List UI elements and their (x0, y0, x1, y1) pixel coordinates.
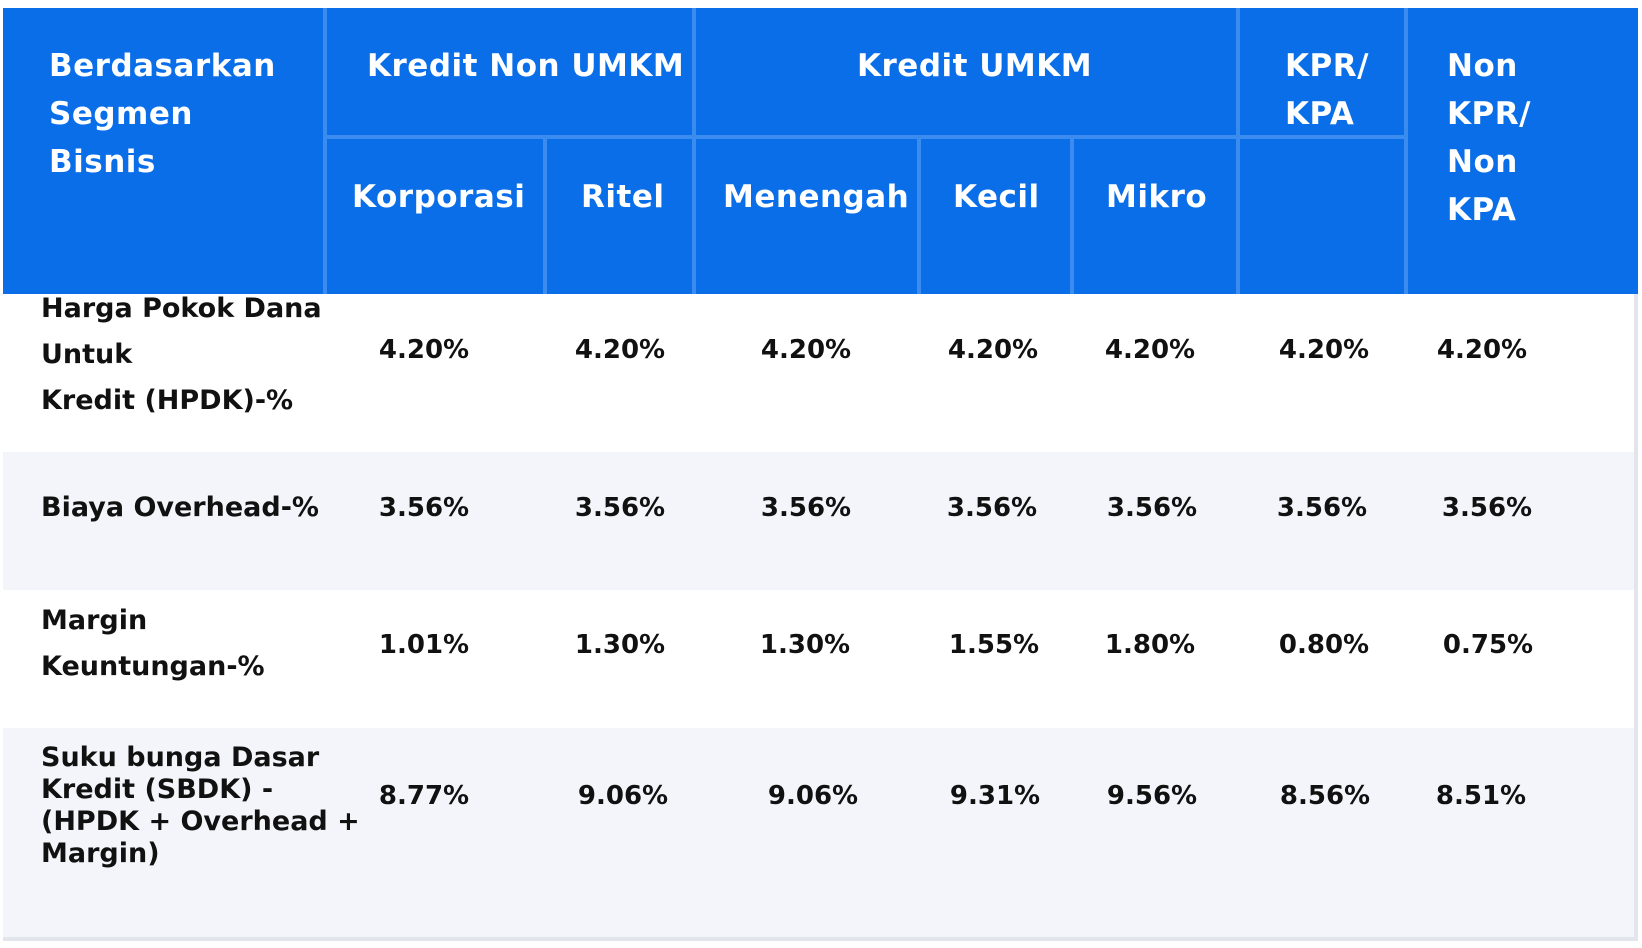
value-mikro: 4.20% (1104, 335, 1196, 365)
header-kecil: Kecil (953, 179, 1040, 215)
header-kpr-line-1: KPR/ (1285, 48, 1369, 84)
header-non-kpr-non-kpa: Non KPR/ Non KPA (1447, 42, 1531, 234)
header-korporasi: Korporasi (352, 179, 526, 215)
value-korporasi: 8.77% (378, 781, 470, 811)
row-label-line: Kredit (HPDK)-% (41, 385, 294, 416)
header-segment-line-2: Segmen (49, 96, 193, 132)
header-kredit-non-umkm: Kredit Non UMKM (367, 48, 685, 84)
header-divider (1070, 139, 1074, 294)
value-ritel: 1.30% (574, 630, 666, 660)
header-ritel: Ritel (581, 179, 665, 215)
value-non-kpr: 4.20% (1436, 335, 1528, 365)
header-divider (692, 8, 696, 294)
value-mikro: 9.56% (1106, 781, 1198, 811)
header-non-kpr-line-3: Non (1447, 144, 1518, 180)
value-kpr: 4.20% (1278, 335, 1370, 365)
value-kpr: 0.80% (1278, 630, 1370, 660)
row-label-line: Margin (41, 605, 148, 636)
header-divider (543, 139, 547, 294)
header-non-kpr-line-4: KPA (1447, 192, 1517, 228)
header-segment: Berdasarkan Segmen Bisnis (49, 42, 276, 186)
row-label-line: (HPDK + Overhead + (41, 806, 360, 837)
value-kecil: 9.31% (949, 781, 1041, 811)
header-kredit-umkm: Kredit UMKM (857, 48, 1093, 84)
table-border (1634, 294, 1638, 941)
header-divider (323, 135, 1408, 139)
value-menengah: 3.56% (760, 493, 852, 523)
header-kpr-line-2: KPA (1285, 96, 1355, 132)
table-row-margin: Margin Keuntungan-% 1.01% 1.30% 1.30% 1.… (3, 590, 1638, 728)
row-label-line: Biaya Overhead-% (41, 492, 319, 523)
row-label-sbdk: Suku bunga Dasar Kredit (SBDK) - (HPDK +… (41, 742, 360, 870)
value-korporasi: 3.56% (378, 493, 470, 523)
row-label-line: Margin) (41, 838, 160, 869)
header-segment-line-3: Bisnis (49, 144, 156, 180)
row-label-line: Harga Pokok Dana (41, 293, 322, 324)
table-row-sbdk: Suku bunga Dasar Kredit (SBDK) - (HPDK +… (3, 728, 1638, 937)
header-kpr-kpa: KPR/ KPA (1285, 42, 1369, 138)
table-row-overhead: Biaya Overhead-% 3.56% 3.56% 3.56% 3.56%… (3, 452, 1638, 590)
row-label-line: Untuk (41, 339, 133, 370)
value-kecil: 3.56% (946, 493, 1038, 523)
value-menengah: 4.20% (760, 335, 852, 365)
header-menengah: Menengah (723, 179, 910, 215)
sbdk-table: Berdasarkan Segmen Bisnis Kredit Non UMK… (3, 8, 1638, 941)
header-non-kpr-line-2: KPR/ (1447, 96, 1531, 132)
header-divider (1236, 8, 1240, 294)
value-non-kpr: 8.51% (1435, 781, 1527, 811)
value-menengah: 1.30% (759, 630, 851, 660)
header-segment-line-1: Berdasarkan (49, 48, 276, 84)
value-korporasi: 1.01% (378, 630, 470, 660)
row-label-overhead: Biaya Overhead-% (41, 488, 319, 528)
row-label-line: Keuntungan-% (41, 651, 265, 682)
table-border (3, 937, 1638, 941)
table-row-hpdk: Harga Pokok Dana Untuk Kredit (HPDK)-% 4… (3, 293, 1638, 452)
value-korporasi: 4.20% (378, 335, 470, 365)
table-header: Berdasarkan Segmen Bisnis Kredit Non UMK… (3, 8, 1638, 294)
value-non-kpr: 3.56% (1441, 493, 1533, 523)
value-ritel: 9.06% (577, 781, 669, 811)
value-non-kpr: 0.75% (1442, 630, 1534, 660)
header-divider (1404, 8, 1408, 294)
value-kpr: 3.56% (1276, 493, 1368, 523)
row-label-hpdk: Harga Pokok Dana Untuk Kredit (HPDK)-% (41, 286, 322, 424)
value-kpr: 8.56% (1279, 781, 1371, 811)
value-kecil: 1.55% (948, 630, 1040, 660)
row-label-line: Kredit (SBDK) - (41, 774, 274, 805)
row-label-margin: Margin Keuntungan-% (41, 598, 265, 690)
header-divider (917, 139, 921, 294)
header-mikro: Mikro (1106, 179, 1208, 215)
value-mikro: 1.80% (1104, 630, 1196, 660)
header-non-kpr-line-1: Non (1447, 48, 1518, 84)
value-ritel: 3.56% (574, 493, 666, 523)
row-label-line: Suku bunga Dasar (41, 742, 320, 773)
header-divider (323, 8, 327, 294)
value-ritel: 4.20% (574, 335, 666, 365)
value-mikro: 3.56% (1106, 493, 1198, 523)
value-menengah: 9.06% (767, 781, 859, 811)
value-kecil: 4.20% (947, 335, 1039, 365)
